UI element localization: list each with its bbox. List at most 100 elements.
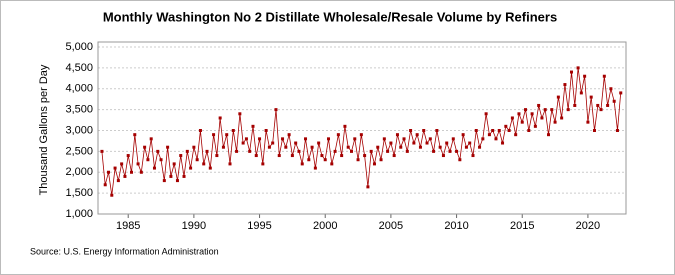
point [527, 129, 531, 132]
point [379, 158, 383, 162]
point [231, 129, 235, 132]
point [592, 129, 596, 132]
point [327, 137, 331, 141]
point [576, 66, 580, 70]
point [412, 141, 416, 145]
point [107, 170, 111, 174]
point [123, 174, 127, 178]
chart-title: Monthly Washington No 2 Distillate Whole… [103, 9, 557, 24]
point [221, 145, 225, 149]
point [458, 158, 462, 162]
point [533, 124, 537, 128]
point [441, 154, 445, 158]
point [100, 149, 104, 153]
y-tick-label: 4,500 [65, 62, 93, 74]
point [432, 149, 436, 153]
point [353, 137, 357, 141]
point [619, 91, 623, 95]
point [478, 145, 482, 149]
point [349, 149, 353, 153]
point [149, 137, 153, 141]
point [271, 141, 275, 145]
point [169, 174, 173, 178]
point [359, 133, 363, 137]
x-tick-label: 2020 [576, 220, 600, 232]
point [340, 154, 344, 158]
x-tick-label: 1995 [247, 220, 271, 232]
point [596, 103, 600, 107]
point [261, 162, 265, 166]
y-tick-label: 1,000 [65, 208, 93, 220]
point [172, 162, 176, 166]
point [372, 162, 376, 166]
point [418, 145, 422, 149]
point [139, 170, 143, 174]
point [425, 141, 429, 145]
point [474, 129, 478, 132]
point [553, 120, 557, 124]
point [241, 141, 245, 145]
point [215, 154, 219, 158]
point [162, 179, 166, 183]
x-tick-label: 1990 [182, 220, 206, 232]
point [415, 133, 419, 137]
point [366, 185, 370, 189]
point [133, 133, 137, 137]
point [238, 112, 242, 116]
point [159, 158, 163, 162]
point [120, 162, 124, 166]
point [583, 74, 587, 78]
point [445, 141, 449, 145]
point [514, 133, 518, 137]
point [556, 95, 560, 99]
point [198, 129, 202, 132]
source: Source: U.S. Energy Information Administ… [30, 246, 219, 256]
point [435, 129, 439, 132]
point [573, 103, 577, 107]
point [189, 166, 193, 170]
point [455, 149, 459, 153]
point [304, 137, 308, 141]
point [212, 133, 216, 137]
point [267, 145, 271, 149]
point [287, 133, 291, 137]
plot-border [97, 41, 627, 215]
point [113, 166, 117, 170]
point [182, 174, 186, 178]
point [307, 158, 311, 162]
point [615, 129, 619, 132]
point [310, 145, 314, 149]
point [346, 145, 350, 149]
x-tick-label: 1985 [116, 220, 140, 232]
point [248, 149, 252, 153]
point [579, 91, 583, 95]
x-tick-label: 2000 [313, 220, 337, 232]
point [195, 158, 199, 162]
y-axis-label: Thousand Gallons per Day [38, 64, 50, 195]
x-tick-label: 2015 [510, 220, 534, 232]
point [300, 162, 304, 166]
point [336, 133, 340, 137]
point [560, 116, 564, 120]
point [550, 108, 554, 112]
point [606, 103, 610, 107]
y-tick-label: 5,000 [65, 41, 93, 53]
y-tick-label: 4,000 [65, 83, 93, 95]
point [205, 149, 209, 153]
point [461, 133, 465, 137]
point [589, 95, 593, 99]
point [386, 149, 390, 153]
point [363, 154, 367, 158]
point [116, 179, 120, 183]
point [126, 154, 130, 158]
point [428, 137, 432, 141]
point [235, 149, 239, 153]
point [290, 154, 294, 158]
point [422, 129, 426, 132]
point [202, 162, 206, 166]
point [225, 133, 229, 137]
point [320, 154, 324, 158]
point [402, 137, 406, 141]
point [563, 83, 567, 87]
point [395, 133, 399, 137]
